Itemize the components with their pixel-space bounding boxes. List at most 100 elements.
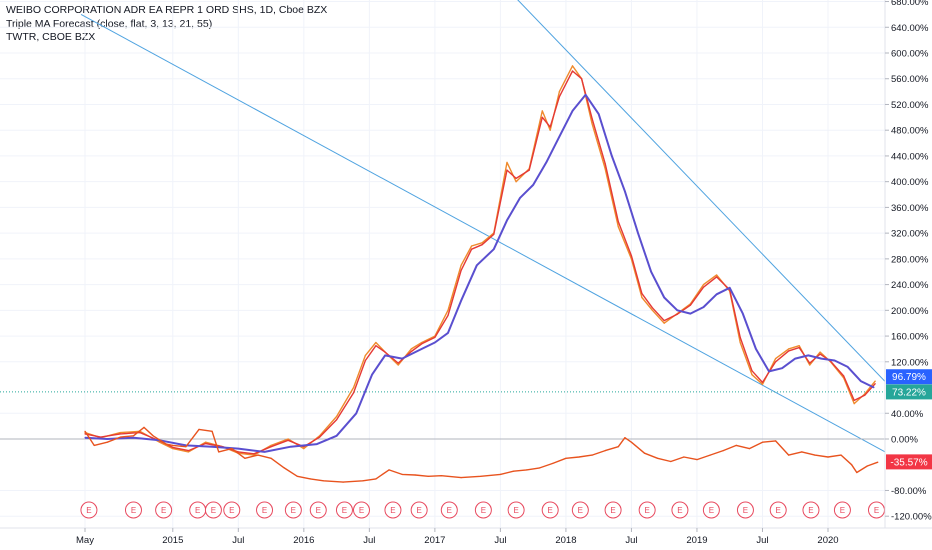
earnings-marker[interactable]: E <box>189 501 207 519</box>
data-point <box>809 362 811 364</box>
last-value-label-text: 96.79% <box>892 372 926 383</box>
data-point <box>864 394 866 396</box>
earnings-marker[interactable]: E <box>507 501 525 519</box>
data-point <box>676 313 678 315</box>
trendlines[interactable] <box>0 0 892 456</box>
earnings-marker[interactable]: E <box>702 501 720 519</box>
earnings-marker-label: E <box>195 506 200 515</box>
legend-symbol-title[interactable]: WEIBO CORPORATION ADR EA REPR 1 ORD SHS,… <box>6 4 328 16</box>
trendline[interactable] <box>507 0 892 388</box>
last-value-label: 73.22% <box>886 384 932 400</box>
legend-indicator-title[interactable]: Triple MA Forecast (close, flat, 3, 13, … <box>6 17 213 30</box>
data-point <box>375 478 377 480</box>
data-point <box>106 438 108 440</box>
data-point <box>515 181 517 183</box>
data-point <box>447 314 449 317</box>
price-axis[interactable]: 680.00% 640.00% 600.00% 560.00% 520.00% 480.0… <box>885 0 932 523</box>
data-point <box>506 169 508 171</box>
data-point <box>187 450 190 452</box>
last-value-label-bg <box>886 369 932 385</box>
earnings-marker[interactable]: E <box>223 501 241 519</box>
data-point <box>775 440 777 442</box>
data-point <box>591 118 593 120</box>
price-axis-background <box>885 0 932 528</box>
earnings-marker[interactable]: E <box>124 501 142 519</box>
data-point <box>798 345 800 347</box>
data-point <box>205 442 207 445</box>
data-point <box>565 457 567 459</box>
earnings-marker-label: E <box>548 506 553 515</box>
earnings-marker[interactable]: E <box>604 501 622 519</box>
earnings-marker[interactable]: E <box>736 501 754 519</box>
earnings-marker[interactable]: E <box>867 501 885 519</box>
earnings-marker[interactable]: E <box>833 501 851 519</box>
data-point <box>834 359 836 362</box>
data-point <box>287 439 289 441</box>
earnings-marker-label: E <box>161 506 166 515</box>
earnings-marker-circle <box>571 501 589 519</box>
earnings-marker[interactable]: E <box>155 501 173 519</box>
earnings-marker[interactable]: E <box>474 501 492 519</box>
trendline[interactable] <box>80 13 892 456</box>
data-point <box>205 441 207 443</box>
earnings-marker-label: E <box>447 506 452 515</box>
data-point <box>809 364 811 366</box>
legend-compare-title[interactable]: TWTR, CBOE BZX <box>6 31 96 43</box>
data-point <box>139 432 141 434</box>
earnings-marker[interactable]: E <box>769 501 787 519</box>
y-tick-label: 440.00% <box>891 151 929 162</box>
earnings-marker[interactable]: E <box>352 501 370 519</box>
earnings-marker[interactable]: E <box>410 501 428 519</box>
data-point <box>143 426 145 428</box>
earnings-marker[interactable]: E <box>671 501 689 519</box>
earnings-marker[interactable]: E <box>204 501 222 519</box>
data-point <box>493 233 495 235</box>
earnings-marker[interactable]: E <box>284 501 302 519</box>
x-tick-label: May <box>76 535 94 546</box>
earnings-marker[interactable]: E <box>384 501 402 519</box>
earnings-marker[interactable]: E <box>571 501 589 519</box>
last-value-labels: 96.79% 73.22% -35.57% <box>886 369 932 470</box>
data-point <box>874 383 876 385</box>
data-point <box>353 386 355 389</box>
data-point <box>851 464 853 466</box>
data-point <box>322 480 325 482</box>
data-point <box>165 443 167 445</box>
data-point <box>742 313 744 315</box>
data-point <box>172 444 174 446</box>
earnings-marker[interactable]: E <box>440 501 458 519</box>
data-point <box>384 354 386 356</box>
y-tick-label: 0.00% <box>891 435 918 446</box>
data-point <box>132 437 135 439</box>
x-tick-label: Jul <box>625 535 637 546</box>
earnings-marker-circle <box>474 501 492 519</box>
earnings-marker[interactable]: E <box>541 501 559 519</box>
earnings-marker-label: E <box>416 506 421 515</box>
data-point <box>630 441 633 443</box>
earnings-marker[interactable]: E <box>335 501 353 519</box>
x-tick-label: 2020 <box>817 535 838 546</box>
data-point <box>781 367 783 369</box>
earnings-marker[interactable]: E <box>309 501 327 519</box>
time-axis[interactable]: May 2015 Jul 2016 Jul 2017 Jul 2018 Jul 2019 Jul 20… <box>76 528 839 546</box>
earnings-marker[interactable]: E <box>638 501 656 519</box>
series-layer <box>84 65 879 483</box>
data-point <box>471 248 473 250</box>
last-value-label-text: -35.57% <box>890 457 927 468</box>
earnings-marker-label: E <box>677 506 682 515</box>
data-point <box>480 475 482 477</box>
data-point <box>263 451 266 453</box>
data-point <box>641 296 643 299</box>
data-point <box>604 450 606 452</box>
data-point <box>549 126 551 128</box>
data-point <box>866 465 868 467</box>
earnings-marker[interactable]: E <box>256 501 274 519</box>
earnings-marker[interactable]: E <box>80 501 98 519</box>
data-point <box>434 341 436 344</box>
earnings-marker-label: E <box>291 506 296 515</box>
data-point <box>819 351 821 353</box>
data-point <box>571 65 574 67</box>
earnings-marker[interactable]: E <box>802 501 820 519</box>
